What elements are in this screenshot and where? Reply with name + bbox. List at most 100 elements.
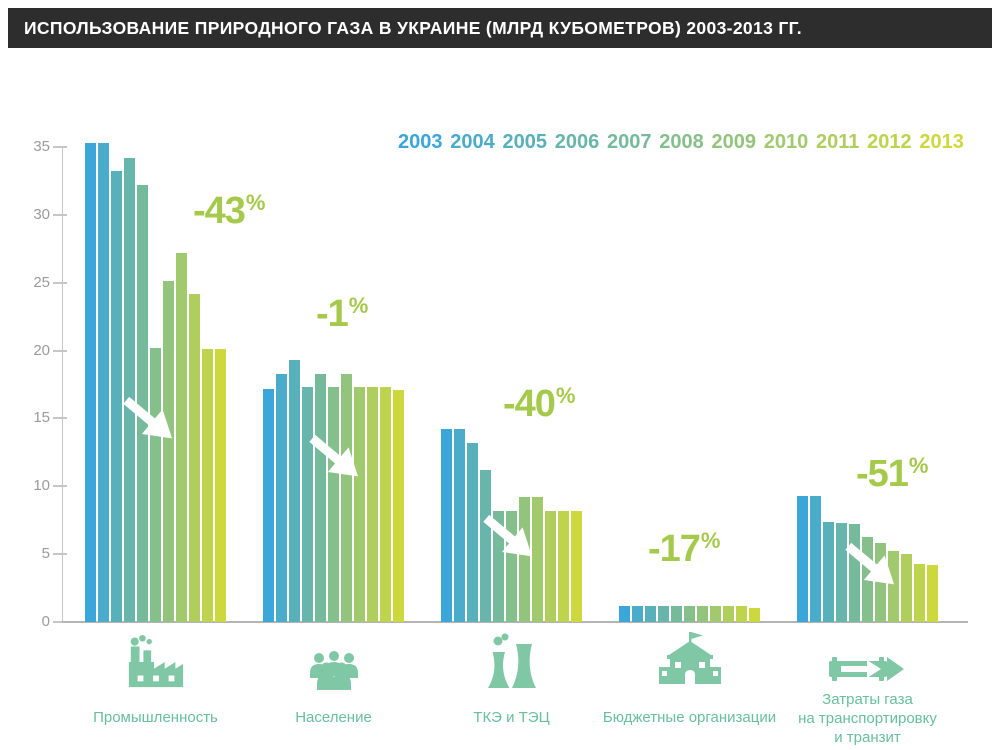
percent-sign: % bbox=[908, 453, 929, 478]
bar bbox=[545, 510, 556, 622]
y-tick-label: 25 bbox=[33, 274, 50, 291]
bar-group bbox=[797, 130, 938, 622]
y-tick-label: 5 bbox=[41, 545, 50, 562]
y-tick-mark bbox=[53, 214, 67, 216]
bar bbox=[875, 543, 886, 622]
legend-year: 2005 bbox=[502, 131, 548, 153]
bar bbox=[454, 429, 465, 622]
change-value: -1 bbox=[316, 293, 349, 335]
change-annotation: -43% bbox=[193, 190, 265, 233]
bar bbox=[98, 142, 109, 622]
y-tick-label: 10 bbox=[33, 477, 50, 494]
bar bbox=[124, 157, 135, 622]
bar bbox=[163, 281, 174, 622]
bar bbox=[684, 605, 695, 622]
bar bbox=[215, 349, 226, 622]
bar bbox=[810, 495, 821, 622]
bar bbox=[276, 373, 287, 622]
x-axis-line bbox=[62, 621, 968, 623]
trend-arrow-icon bbox=[123, 396, 173, 439]
y-axis-line bbox=[62, 147, 63, 622]
y-tick-mark bbox=[53, 621, 67, 623]
bar bbox=[671, 605, 682, 622]
trend-arrow bbox=[112, 384, 186, 459]
bar-group bbox=[619, 130, 760, 622]
trend-arrow-icon bbox=[309, 434, 359, 477]
page-title: ИСПОЛЬЗОВАНИЕ ПРИРОДНОГО ГАЗА В УКРАИНЕ … bbox=[24, 17, 802, 38]
category-label: Промышленность bbox=[93, 709, 218, 726]
change-annotation: -1% bbox=[316, 293, 368, 336]
bar bbox=[176, 252, 187, 622]
legend: 2003 2004 2005 2006 2007 2008 2009 2010 2011 2012… bbox=[398, 131, 964, 154]
bar bbox=[927, 565, 938, 622]
legend-year: 2003 bbox=[398, 131, 443, 153]
trend-arrow bbox=[298, 422, 372, 497]
percent-sign: % bbox=[555, 383, 576, 408]
y-tick-mark bbox=[53, 282, 67, 284]
bar bbox=[380, 387, 391, 622]
y-tick-label: 0 bbox=[41, 613, 50, 630]
y-tick-label: 15 bbox=[33, 409, 50, 426]
bar bbox=[302, 387, 313, 622]
bar bbox=[137, 185, 148, 622]
legend-year: 2009 bbox=[711, 131, 757, 153]
bar bbox=[519, 497, 530, 622]
bar bbox=[367, 387, 378, 622]
title-bar: ИСПОЛЬЗОВАНИЕ ПРИРОДНОГО ГАЗА В УКРАИНЕ … bbox=[8, 8, 992, 48]
change-value: -43 bbox=[193, 190, 246, 232]
bar bbox=[493, 510, 504, 622]
y-tick-mark bbox=[53, 417, 67, 419]
trend-arrow-icon bbox=[483, 514, 533, 557]
change-value: -51 bbox=[856, 453, 909, 495]
bar bbox=[710, 605, 721, 622]
people-crowd-icon bbox=[263, 626, 404, 690]
factory-icon bbox=[85, 626, 226, 690]
trend-arrow bbox=[472, 502, 546, 577]
bar bbox=[532, 497, 543, 622]
bar bbox=[467, 442, 478, 622]
legend-year: 2008 bbox=[659, 131, 704, 153]
category-label: Население bbox=[295, 709, 372, 726]
y-tick-mark bbox=[53, 350, 67, 352]
percent-sign: % bbox=[700, 528, 721, 553]
change-annotation: -40% bbox=[503, 383, 575, 426]
bar bbox=[823, 521, 834, 622]
bar bbox=[736, 605, 747, 622]
bar bbox=[797, 495, 808, 622]
bar bbox=[328, 387, 339, 622]
bar bbox=[723, 605, 734, 622]
bar bbox=[645, 605, 656, 622]
y-tick-label: 20 bbox=[33, 342, 50, 359]
bar bbox=[914, 563, 925, 622]
cooling-towers-icon bbox=[441, 626, 582, 690]
bar bbox=[632, 605, 643, 622]
y-tick-mark bbox=[53, 146, 67, 148]
bar-group bbox=[263, 130, 404, 622]
bar bbox=[506, 510, 517, 622]
bar bbox=[480, 470, 491, 622]
bar bbox=[150, 347, 161, 622]
legend-year: 2006 bbox=[554, 131, 600, 153]
change-value: -40 bbox=[503, 383, 556, 425]
legend-year: 2011 bbox=[816, 131, 860, 153]
bar bbox=[315, 373, 326, 622]
legend-year: 2010 bbox=[763, 131, 809, 153]
bar bbox=[836, 522, 847, 622]
bar-group bbox=[441, 130, 582, 622]
bar bbox=[393, 389, 404, 622]
pipeline-arrow-icon bbox=[797, 626, 938, 690]
bar bbox=[658, 605, 669, 622]
bar bbox=[888, 551, 899, 622]
bar bbox=[289, 360, 300, 622]
bar bbox=[901, 554, 912, 622]
bar bbox=[341, 373, 352, 622]
percent-sign: % bbox=[245, 190, 266, 215]
change-annotation: -17% bbox=[648, 528, 720, 571]
category-label: Бюджетные организации bbox=[602, 709, 777, 726]
bar bbox=[85, 142, 96, 622]
bar bbox=[571, 510, 582, 622]
legend-year: 2012 bbox=[867, 131, 912, 153]
y-tick-label: 30 bbox=[33, 206, 50, 223]
legend-year: 2013 bbox=[919, 131, 964, 153]
bar bbox=[619, 605, 630, 622]
